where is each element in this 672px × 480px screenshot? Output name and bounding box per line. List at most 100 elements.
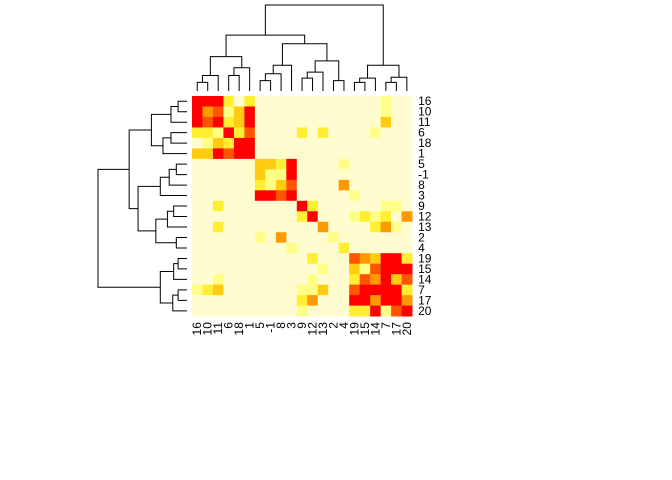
heatmap-cell [338,263,350,275]
column-label: 18 [232,322,246,336]
heatmap-cell [223,190,235,202]
heatmap-cell [286,221,298,233]
heatmap-cell [202,127,214,139]
heatmap-cell [244,200,256,212]
row-dendrogram [97,100,187,312]
heatmap-cell [223,169,235,181]
heatmap-cell [380,221,392,233]
heatmap-cell [370,148,382,160]
column-label: 3 [285,322,299,329]
row-label: 7 [418,283,425,297]
dendrogram-branch [159,271,174,304]
heatmap-cell [359,232,371,244]
heatmap-cell [202,200,214,212]
heatmap-cell [401,284,413,296]
heatmap-cell [338,221,350,233]
heatmap-cell [307,221,319,233]
dendrogram-branch [196,81,209,91]
column-label: 4 [337,322,351,329]
heatmap-cell [233,148,245,160]
heatmap-cell [202,221,214,233]
heatmap-cell [192,127,203,139]
heatmap-cell [349,253,361,265]
column-label: 2 [326,322,340,329]
heatmap-cell [212,137,224,149]
heatmap-cell [307,305,319,317]
heatmap-cell [391,221,402,233]
heatmap-cell [254,284,266,296]
heatmap-cell [192,200,203,212]
heatmap-cell [391,253,402,265]
heatmap-cell [328,137,340,149]
heatmap-cell [202,137,214,149]
heatmap-cell [286,158,298,170]
heatmap-cell [296,106,308,118]
heatmap-cell [233,190,245,202]
dendrogram-branch [306,71,324,91]
row-label: 12 [418,210,432,224]
row-label: 9 [418,199,425,213]
heatmap-cell [338,148,350,160]
column-label: 10 [201,322,215,336]
heatmap-cell [307,179,319,191]
heatmap-cell [202,253,214,265]
heatmap-cell [275,274,287,286]
heatmap-cell [244,242,256,254]
dendrogram-branch [390,76,408,91]
heatmap-cell [380,263,392,275]
heatmap-cell [317,263,329,275]
heatmap-cell [223,232,235,244]
heatmap-cell [202,179,214,191]
dendrogram-branch [175,236,187,249]
heatmap-cell [401,221,413,233]
dendrogram-branch [225,34,306,57]
heatmap-cell [349,137,361,149]
heatmap-cell [401,232,413,244]
heatmap-cell [317,169,329,181]
heatmap-cell [349,211,361,223]
heatmap-cell [359,242,371,254]
heatmap-cell [338,211,350,223]
heatmap-cell [233,274,245,286]
heatmap-cell [401,242,413,254]
heatmap-cell [349,116,361,128]
heatmap-cell [244,232,256,244]
heatmap-cell [244,211,256,223]
heatmap-cell [391,169,402,181]
dendrogram-branch [314,60,340,81]
heatmap-cell [223,96,235,107]
heatmap-cell [359,274,371,286]
heatmap-cell [286,263,298,275]
heatmap-cell [212,106,224,118]
heatmap-cell [212,116,224,128]
heatmap-cell [307,116,319,128]
heatmap-cell [401,106,413,118]
heatmap-cell [223,242,235,254]
heatmap-cell [254,305,266,317]
heatmap-cell [254,158,266,170]
heatmap-cell [212,158,224,170]
heatmap-cell [244,263,256,275]
heatmap-cell [391,211,402,223]
heatmap-cell [380,274,392,286]
column-label: 6 [222,322,236,329]
heatmap-cell [202,211,214,223]
heatmap-cell [296,137,308,149]
heatmap-cell [265,221,277,233]
heatmap-cell [359,116,371,128]
heatmap-cell [233,242,245,254]
heatmap-cell [254,116,266,128]
heatmap-cell [370,137,382,149]
heatmap-cell [223,295,235,306]
heatmap-cell [192,263,203,275]
heatmap-cell [265,242,277,254]
heatmap-cell [202,263,214,275]
heatmap-cell [338,242,350,254]
heatmap-cell [328,200,340,212]
heatmap-cell [202,284,214,296]
dendrogram-branch [162,137,187,155]
heatmap-cell [265,232,277,244]
column-label: -1 [264,322,278,333]
heatmap-cell [307,96,319,107]
heatmap-cell [244,169,256,181]
